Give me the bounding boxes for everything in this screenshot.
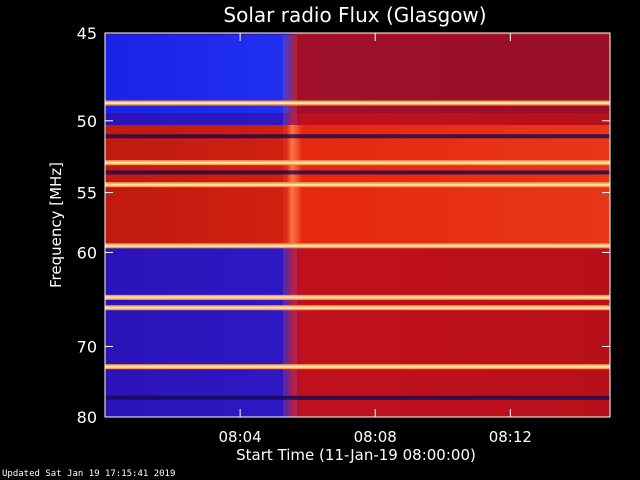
bright-line-core-6 bbox=[105, 365, 610, 368]
dark-line-1 bbox=[105, 170, 610, 175]
y-axis-label: Frequency [MHz] bbox=[47, 162, 65, 288]
burst-column bbox=[283, 35, 297, 417]
spectral-lines bbox=[105, 100, 610, 400]
bright-line-core-1 bbox=[105, 161, 610, 164]
bright-line-core-4 bbox=[105, 296, 610, 299]
y-tick-label-4: 70 bbox=[77, 337, 97, 356]
chart-title: Solar radio Flux (Glasgow) bbox=[223, 3, 486, 27]
y-tick-label-3: 60 bbox=[77, 243, 97, 262]
dark-line-2 bbox=[105, 395, 610, 400]
y-tick-label-5: 80 bbox=[77, 408, 97, 427]
low-band bbox=[105, 250, 610, 330]
x-axis: 08:04 08:08 08:12 bbox=[218, 33, 532, 446]
x-tick-label-0: 08:04 bbox=[218, 428, 261, 446]
updated-timestamp: Updated Sat Jan 19 17:15:41 2019 bbox=[2, 469, 176, 479]
x-tick-label-1: 08:08 bbox=[354, 428, 397, 446]
y-tick-label-2: 55 bbox=[77, 184, 97, 203]
bright-line-core-0 bbox=[105, 102, 610, 105]
x-axis-label: Start Time (11-Jan-19 08:00:00) bbox=[236, 446, 476, 464]
y-tick-label-0: 45 bbox=[77, 24, 97, 43]
plot-frame bbox=[104, 32, 611, 418]
y-tick-label-1: 50 bbox=[77, 112, 97, 131]
upper-band bbox=[105, 35, 610, 113]
y-axis: 45 50 55 60 70 80 bbox=[77, 24, 610, 427]
bright-line-core-2 bbox=[105, 183, 610, 186]
bright-line-core-5 bbox=[105, 306, 610, 309]
bright-line-core-3 bbox=[105, 244, 610, 247]
dark-line-0 bbox=[105, 134, 610, 139]
x-tick-label-2: 08:12 bbox=[489, 428, 532, 446]
